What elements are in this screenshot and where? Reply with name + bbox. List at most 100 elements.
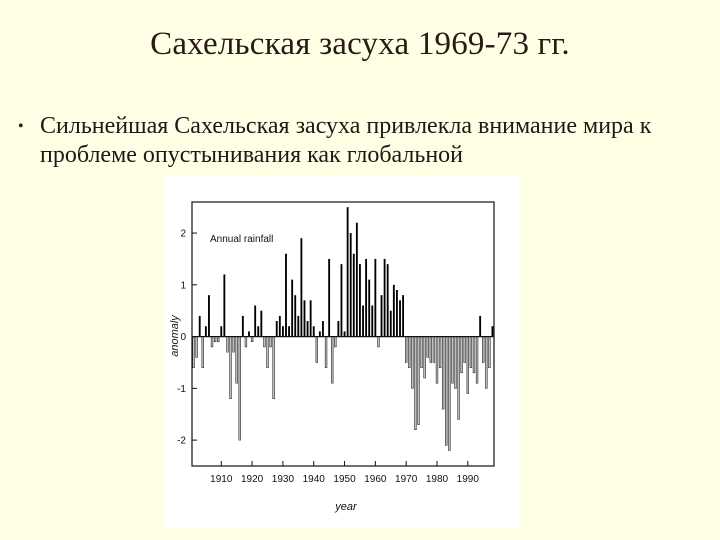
bar-1908 <box>213 336 217 343</box>
rainfall-anomaly-chart: -2 -1 0 1 2 1910 1920 1930 1940 1950 1960 1970 1980 1… <box>169 201 495 513</box>
bar-1962 <box>380 295 383 337</box>
x-tick-label: 1930 <box>272 474 295 485</box>
bar-1917 <box>241 315 244 337</box>
x-tick-label: 1950 <box>333 474 356 485</box>
bar-1959 <box>371 305 374 337</box>
bar-1957 <box>365 258 368 337</box>
bar-1966 <box>392 284 395 337</box>
bar-1995 <box>482 336 485 363</box>
bar-1986 <box>454 336 457 389</box>
slide-title: Сахельская засуха 1969-73 гг. <box>150 26 570 62</box>
bullet-text: Сильнейшая Сахельская засуха привлекла в… <box>40 113 652 168</box>
bar-1967 <box>396 290 398 337</box>
x-tick-label: 1990 <box>457 474 480 485</box>
bullet-glyph: • <box>18 118 24 135</box>
bar-1904 <box>201 336 204 368</box>
bar-1945 <box>328 258 331 337</box>
bar-1909 <box>217 336 220 343</box>
bar-1915 <box>235 336 238 384</box>
bar-1943 <box>322 321 324 337</box>
bar-1998 <box>491 326 494 337</box>
bar-1950 <box>343 331 346 337</box>
bar-1968 <box>399 300 401 337</box>
bar-1955 <box>359 264 361 337</box>
x-tick-label: 1980 <box>426 474 449 485</box>
bar-1930 <box>281 326 284 337</box>
bar-1956 <box>362 305 364 337</box>
tick-group: -2 -1 0 1 2 1910 1920 1930 1940 1950 1960 1970 1980 1… <box>177 229 479 485</box>
bar-1940 <box>312 326 315 337</box>
rainfall-chart-figure: -2 -1 0 1 2 1910 1920 1930 1940 1950 1960 1970 1980 1… <box>164 176 520 528</box>
bar-1973 <box>414 336 417 431</box>
bar-1921 <box>254 305 257 337</box>
bar-1901 <box>192 336 195 368</box>
bar-1939 <box>309 300 312 337</box>
bar-1914 <box>232 336 235 353</box>
bar-1906 <box>208 295 210 337</box>
bar-1938 <box>306 321 309 337</box>
y-tick-label: -2 <box>177 436 186 447</box>
bar-1987 <box>457 336 460 420</box>
bar-1947 <box>334 336 337 348</box>
bar-1907 <box>210 336 214 348</box>
bar-1952 <box>349 233 352 337</box>
bar-1924 <box>263 336 266 348</box>
bar-1964 <box>386 264 389 337</box>
bar-1971 <box>408 336 411 368</box>
bar-1916 <box>238 336 241 441</box>
bar-1954 <box>355 222 358 337</box>
bar-1905 <box>204 326 207 337</box>
bar-1976 <box>423 336 426 379</box>
bar-1936 <box>300 238 303 337</box>
x-tick-label: 1940 <box>303 474 326 485</box>
bar-1975 <box>420 336 423 368</box>
bar-1935 <box>297 315 300 337</box>
bar-1927 <box>272 336 275 399</box>
plot-frame <box>191 201 495 467</box>
bar-1946 <box>331 336 334 384</box>
y-axis-title: anomaly <box>169 314 181 357</box>
bar-1980 <box>435 336 439 384</box>
bar-1992 <box>472 336 476 374</box>
bar-1912 <box>226 336 229 353</box>
bar-1903 <box>198 315 201 337</box>
axes-group <box>191 201 495 467</box>
bar-1985 <box>451 336 454 384</box>
bar-1988 <box>460 336 463 374</box>
bar-1994 <box>479 315 482 337</box>
bar-1960 <box>374 258 377 337</box>
x-tick-label: 1910 <box>210 474 233 485</box>
bar-group <box>192 207 494 451</box>
bar-1951 <box>346 207 349 337</box>
bar-1961 <box>377 336 380 348</box>
bar-1933 <box>291 279 294 337</box>
bar-1925 <box>266 336 269 368</box>
bar-1974 <box>417 336 420 425</box>
bar-1910 <box>220 326 223 337</box>
bar-1972 <box>411 336 414 389</box>
bar-1948 <box>337 321 340 337</box>
bar-1919 <box>248 331 250 337</box>
bar-1931 <box>285 253 287 337</box>
bar-1902 <box>195 336 198 358</box>
bar-1920 <box>250 336 254 343</box>
x-tick-label: 1960 <box>364 474 387 485</box>
bar-1965 <box>389 310 392 337</box>
annotation-label: Annual rainfall <box>210 234 273 245</box>
bar-1949 <box>340 264 343 337</box>
bar-1993 <box>475 336 479 384</box>
x-tick-label: 1970 <box>395 474 418 485</box>
bar-1923 <box>260 310 263 337</box>
bar-1932 <box>288 326 290 337</box>
bar-1922 <box>257 326 260 337</box>
bar-1977 <box>426 336 429 358</box>
bar-1978 <box>429 336 432 363</box>
x-tick-label: 1920 <box>241 474 264 485</box>
bar-1982 <box>441 336 445 410</box>
bar-1953 <box>352 253 355 337</box>
bar-1942 <box>318 331 321 337</box>
bar-1970 <box>405 336 408 363</box>
bar-1996 <box>485 336 488 389</box>
bar-1926 <box>269 336 272 348</box>
bar-1929 <box>278 315 281 337</box>
